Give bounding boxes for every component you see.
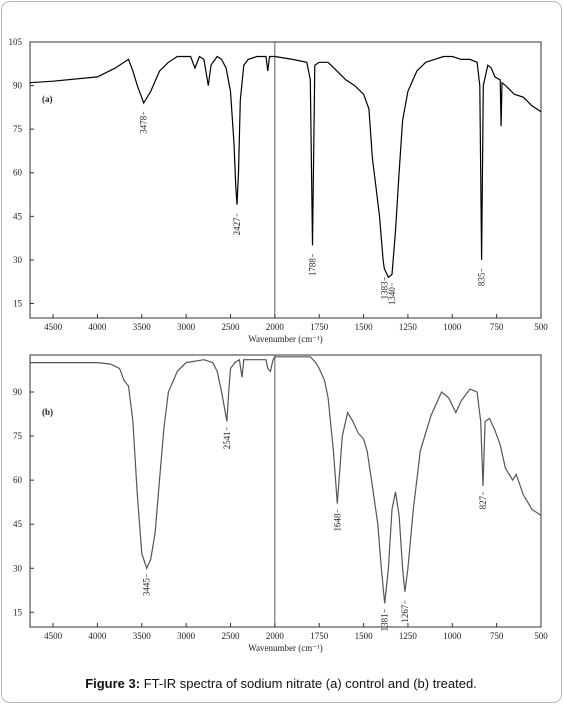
plot-area [29,354,542,628]
y-tick-label: 75 [13,124,23,134]
x-tick-label: 4000 [88,322,107,332]
x-tick-label: 3000 [177,631,196,641]
x-tick-label: 2500 [221,631,240,641]
peak-label: 3445 [142,578,152,597]
y-tick-label: 45 [13,211,23,221]
x-axis-label: Wavenumber (cm⁻¹) [248,334,322,344]
x-tick-label: 500 [534,322,548,332]
y-tick-label: 30 [13,255,23,265]
peak-label: 1267 [400,604,410,623]
caption-label: Figure 3: [85,676,140,691]
y-tick-label: 15 [13,607,23,617]
y-tick-label: 60 [13,168,23,178]
panel-label: (b) [42,407,53,417]
x-tick-label: 1500 [355,322,374,332]
y-tick-label: 105 [9,37,23,47]
x-tick-label: 3500 [133,322,152,332]
peak-label: 835 [477,272,487,286]
x-tick-label: 4500 [44,631,63,641]
y-tick-label: 30 [13,563,23,573]
peak-label: 827 [478,495,488,509]
x-tick-label: 500 [534,631,548,641]
x-tick-label: 2500 [221,322,240,332]
caption-text: FT-IR spectra of sodium nitrate (a) cont… [140,676,477,691]
x-tick-label: 2000 [266,631,285,641]
peak-label: 1648 [332,513,342,532]
y-tick-label: 90 [13,387,23,397]
x-tick-label: 1250 [399,631,418,641]
peak-label: 3478 [139,115,149,134]
spectrum-line [30,356,542,604]
caption: Figure 3: FT-IR spectra of sodium nitrat… [85,676,477,691]
plot-area [29,41,542,319]
y-tick-label: 60 [13,475,23,485]
peak-label: 1383 [379,281,389,300]
peak-label: 2427 [232,217,242,236]
x-tick-label: 4000 [88,631,107,641]
x-tick-label: 4500 [44,322,63,332]
y-tick-label: 45 [13,519,23,529]
x-tick-label: 1000 [443,631,462,641]
x-tick-label: 1250 [399,322,418,332]
x-tick-label: 1750 [310,631,329,641]
x-tick-label: 750 [490,322,504,332]
x-tick-label: 1000 [443,322,462,332]
peak-label: 1381 [380,613,390,631]
peak-label: 1788 [307,258,317,277]
spectrum-line [29,55,542,279]
panel-label: (a) [42,94,53,104]
x-tick-label: 3000 [177,322,196,332]
x-axis-label: Wavenumber (cm⁻¹) [248,643,322,653]
y-tick-label: 90 [13,81,23,91]
x-tick-label: 1500 [355,631,374,641]
x-tick-label: 2000 [266,322,285,332]
y-tick-label: 15 [13,298,23,308]
x-tick-label: 750 [490,631,504,641]
peak-label: 2541 [222,431,232,449]
y-tick-label: 75 [13,431,23,441]
x-tick-label: 3500 [133,631,152,641]
peak-label: 1340 [387,287,397,306]
x-tick-label: 1750 [310,322,329,332]
